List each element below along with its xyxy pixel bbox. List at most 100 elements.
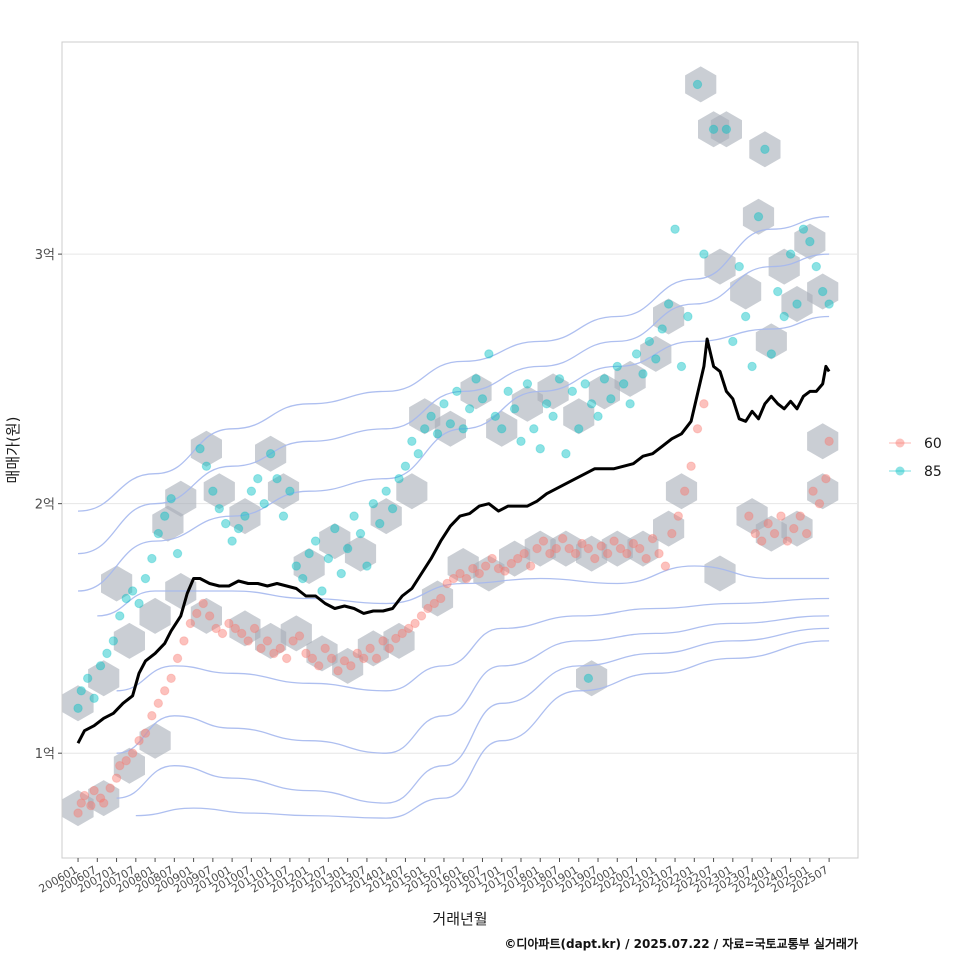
hexbin-cell [807, 423, 839, 460]
legend-item-60: 60 [889, 436, 942, 452]
data-point-85 [692, 79, 703, 90]
data-point-60 [378, 636, 388, 646]
data-point-60 [570, 548, 581, 559]
trend-line-layer [76, 337, 831, 744]
data-point-85 [583, 673, 594, 684]
data-point-85 [541, 399, 552, 409]
data-point-85 [657, 324, 667, 334]
data-point-85 [580, 379, 590, 389]
plot-border [61, 41, 859, 859]
data-point-60 [635, 543, 645, 554]
data-point-60 [95, 793, 106, 803]
data-point-60 [262, 636, 273, 646]
density-contour [116, 597, 830, 692]
data-point-85 [140, 573, 151, 584]
legend: 60 85 [889, 436, 942, 480]
data-point-60 [134, 736, 144, 746]
data-point-85 [95, 661, 106, 671]
data-point-85 [394, 473, 404, 484]
data-point-60 [99, 798, 109, 808]
data-point-85 [760, 144, 770, 155]
data-point-60 [288, 636, 298, 646]
data-point-85 [304, 548, 314, 559]
hexbin-cell [306, 635, 338, 672]
legend-key-point [895, 438, 905, 448]
data-point-60 [294, 631, 305, 641]
data-point-60 [172, 653, 183, 664]
data-point-60 [506, 558, 517, 569]
hexbin-cell [190, 430, 222, 467]
data-point-60 [333, 666, 343, 676]
data-point-85 [317, 586, 327, 596]
data-point-85 [240, 511, 250, 521]
data-point-60 [647, 533, 658, 544]
data-point-60 [821, 473, 831, 484]
hexbin-cell [563, 398, 595, 435]
data-point-60 [237, 628, 247, 639]
data-point-60 [686, 461, 696, 471]
hexbin-cell [101, 565, 133, 602]
data-point-85 [82, 673, 93, 684]
data-point-85 [246, 486, 257, 496]
data-point-85 [233, 523, 244, 534]
hexbin-cell [601, 530, 633, 567]
data-point-60 [307, 653, 318, 664]
data-point-85 [108, 636, 119, 646]
hexbin-cell [807, 273, 839, 310]
data-point-85 [734, 261, 744, 272]
y-axis-title: 매매가(원) [4, 417, 22, 484]
data-point-85 [349, 511, 359, 521]
data-point-85 [785, 249, 796, 259]
hexbin-cell [768, 248, 800, 285]
data-point-85 [464, 404, 475, 414]
hexbin-cell [190, 597, 222, 634]
data-point-60 [410, 618, 420, 629]
data-point-60 [551, 543, 561, 554]
data-point-85 [195, 444, 205, 454]
data-point-60 [436, 593, 446, 604]
hexbin-cell [794, 223, 826, 260]
hexbin-cell [62, 790, 94, 827]
legend-label: 60 [924, 436, 942, 452]
plot-panel [61, 41, 859, 859]
data-point-60 [79, 790, 90, 801]
data-point-85 [728, 336, 738, 347]
data-point-60 [455, 568, 465, 579]
data-point-85 [426, 411, 436, 422]
data-point-60 [545, 548, 555, 559]
hexbin-cell [749, 131, 781, 168]
data-point-85 [683, 311, 693, 322]
data-point-60 [403, 623, 414, 634]
data-point-60 [577, 538, 587, 549]
hexbin-cell [576, 660, 608, 697]
data-point-85 [298, 573, 308, 584]
data-point-85 [497, 424, 507, 434]
data-point-60 [230, 623, 241, 634]
data-point-60 [525, 561, 536, 571]
data-point-85 [439, 399, 449, 409]
data-point-85 [381, 486, 391, 496]
data-point-60 [513, 553, 523, 564]
hexbin-cell [113, 747, 145, 784]
data-point-60 [692, 424, 703, 434]
hexbin-cell [537, 373, 569, 410]
series-85 [73, 79, 834, 713]
data-point-60 [416, 611, 427, 621]
data-point-60 [654, 548, 664, 559]
data-point-85 [330, 523, 340, 534]
data-point-60 [487, 553, 497, 564]
data-point-60 [429, 598, 440, 609]
data-point-85 [509, 404, 520, 414]
data-point-85 [516, 436, 526, 446]
data-point-60 [301, 648, 311, 659]
data-point-60 [384, 643, 395, 654]
hexbin-cell [704, 248, 736, 285]
data-point-85 [336, 568, 346, 579]
data-point-85 [76, 686, 86, 696]
data-point-85 [419, 424, 430, 434]
hexbin-cell [755, 323, 787, 360]
data-point-85 [548, 411, 558, 422]
hexbin-cell [152, 505, 184, 542]
scatter-points [73, 79, 834, 818]
